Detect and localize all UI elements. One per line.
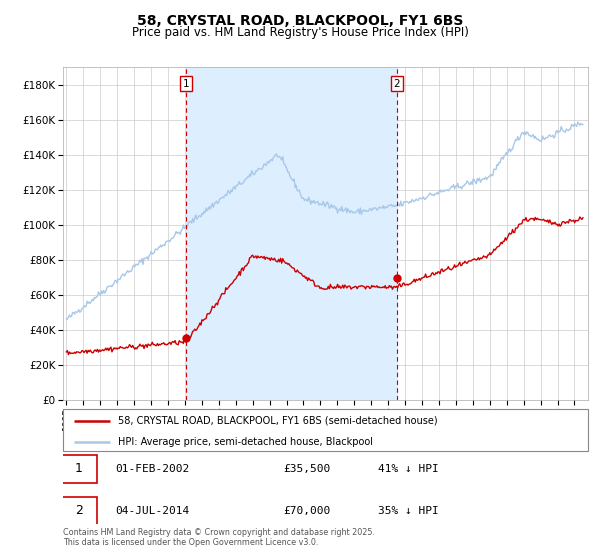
- Text: 04-JUL-2014: 04-JUL-2014: [115, 506, 190, 516]
- FancyBboxPatch shape: [61, 497, 97, 525]
- Text: 58, CRYSTAL ROAD, BLACKPOOL, FY1 6BS (semi-detached house): 58, CRYSTAL ROAD, BLACKPOOL, FY1 6BS (se…: [118, 416, 438, 426]
- FancyBboxPatch shape: [61, 455, 97, 483]
- Bar: [186, 67, 397, 400]
- Text: Price paid vs. HM Land Registry's House Price Index (HPI): Price paid vs. HM Land Registry's House …: [131, 26, 469, 39]
- Text: £70,000: £70,000: [284, 506, 331, 516]
- FancyBboxPatch shape: [63, 409, 588, 451]
- Text: 1: 1: [183, 79, 190, 89]
- Text: 1: 1: [75, 463, 83, 475]
- Text: 2: 2: [394, 79, 400, 89]
- Text: Contains HM Land Registry data © Crown copyright and database right 2025.
This d: Contains HM Land Registry data © Crown c…: [63, 528, 375, 547]
- Text: 01-FEB-2002: 01-FEB-2002: [115, 464, 190, 474]
- Text: 58, CRYSTAL ROAD, BLACKPOOL, FY1 6BS: 58, CRYSTAL ROAD, BLACKPOOL, FY1 6BS: [137, 14, 463, 28]
- Text: £35,500: £35,500: [284, 464, 331, 474]
- Text: 41% ↓ HPI: 41% ↓ HPI: [378, 464, 439, 474]
- Text: HPI: Average price, semi-detached house, Blackpool: HPI: Average price, semi-detached house,…: [118, 437, 373, 446]
- Text: 35% ↓ HPI: 35% ↓ HPI: [378, 506, 439, 516]
- Text: 2: 2: [75, 505, 83, 517]
